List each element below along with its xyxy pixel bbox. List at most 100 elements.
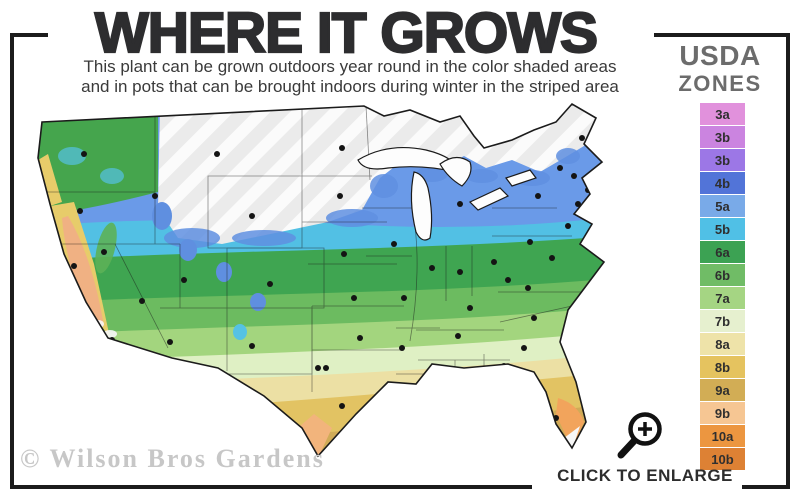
city-dot (457, 201, 463, 207)
city-dot (339, 403, 345, 409)
legend-zone-label: 6b (714, 267, 731, 283)
city-dot (139, 298, 145, 304)
legend-zone-label: 8a (715, 336, 730, 352)
enlarge-label[interactable]: CLICK TO ENLARGE (557, 466, 733, 485)
subtitle-line-1: This plant can be grown outdoors year ro… (83, 57, 617, 76)
legend-zone-cell: 7b (700, 310, 745, 332)
legend-zone-cell: 10b (700, 448, 745, 470)
city-dot (579, 135, 585, 141)
legend-zone-cell: 8a (700, 333, 745, 355)
usda-zones-us-map (37, 102, 606, 458)
legend-zone-cell: 5b (700, 218, 745, 240)
great-lakes (357, 146, 537, 241)
page-title: WHERE IT GROWS (94, 0, 599, 66)
city-dot (399, 345, 405, 351)
city-dot (407, 385, 413, 391)
city-dot (351, 295, 357, 301)
city-dot (441, 369, 447, 375)
rockies-blue-patches (152, 202, 266, 340)
sierra-green-patch (95, 222, 117, 274)
usda-label: USDA (679, 40, 761, 71)
legend-zone-label: 3b (714, 152, 731, 168)
city-dot (505, 277, 511, 283)
city-dot (152, 193, 158, 199)
legend-zone-cell: 3a (700, 103, 745, 125)
city-dot (181, 277, 187, 283)
city-dot (267, 281, 273, 287)
legend-zone-label: 4b (714, 175, 731, 191)
city-dot (357, 335, 363, 341)
legend-zone-label: 7b (714, 313, 731, 329)
city-dots (71, 135, 591, 421)
zones-label: ZONES (678, 71, 762, 96)
usda-zones-heading: USDA ZONES (652, 42, 788, 95)
enlarge-button[interactable]: CLICK TO ENLARGE (540, 402, 750, 488)
pnw-green-overlay (38, 110, 158, 214)
legend-zone-label: 10b (711, 451, 734, 467)
city-dot (81, 151, 87, 157)
city-dot (429, 265, 435, 271)
south-florida-orange-patch (556, 398, 584, 448)
watermark: © Wilson Bros Gardens (20, 444, 325, 473)
frame-border-left (10, 33, 14, 489)
city-dot (565, 223, 571, 229)
legend-zone-cell: 10a (700, 425, 745, 447)
subtitle-line-2: and in pots that can be brought indoors … (81, 77, 619, 96)
legend-zone-cell: 3b (700, 126, 745, 148)
city-dot (391, 241, 397, 247)
california-peach-valley (62, 216, 104, 326)
subtitle: This plant can be grown outdoors year ro… (0, 57, 700, 97)
city-dot (101, 249, 107, 255)
legend-zone-cell: 4b (700, 172, 745, 194)
legend-zone-label: 3b (714, 129, 731, 145)
legend-zone-label: 6a (715, 244, 730, 260)
legend-zone-cell: 3b (700, 149, 745, 171)
city-dot (457, 269, 463, 275)
legend-zone-cell: 9b (700, 402, 745, 424)
city-dot (575, 201, 581, 207)
city-dot (214, 151, 220, 157)
south-texas-peach-patch (300, 414, 332, 456)
city-dot (521, 345, 527, 351)
legend-zone-label: 5b (714, 221, 731, 237)
lake-michigan (410, 171, 433, 241)
lake-huron (439, 156, 472, 187)
city-dot (167, 339, 173, 345)
city-dot (341, 251, 347, 257)
frame-border-right (786, 33, 790, 489)
city-dot (557, 165, 563, 171)
legend-zone-cell: 9a (700, 379, 745, 401)
city-dot (527, 239, 533, 245)
city-dot (467, 305, 473, 311)
city-dot (549, 255, 555, 261)
legend-zone-label: 9a (715, 382, 730, 398)
city-dot (491, 259, 497, 265)
frame-border-top-left-segment (10, 33, 48, 37)
legend-zone-label: 3a (715, 106, 730, 122)
legend-zone-cell: 6a (700, 241, 745, 263)
city-dot (571, 173, 577, 179)
frame-border-bottom-right-segment (742, 485, 790, 489)
lake-erie (468, 187, 510, 211)
city-dot (535, 193, 541, 199)
city-dot (339, 145, 345, 151)
city-dot (315, 365, 321, 371)
legend-zone-cell: 8b (700, 356, 745, 378)
legend-zone-cell: 7a (700, 287, 745, 309)
legend-zone-cell: 5a (700, 195, 745, 217)
city-dot (249, 213, 255, 219)
city-dot (401, 295, 407, 301)
city-dot (455, 333, 461, 339)
magnifier-zoom-in-icon[interactable] (612, 402, 672, 464)
city-dot (249, 343, 255, 349)
legend-zone-label: 8b (714, 359, 731, 375)
city-dot (531, 315, 537, 321)
city-dot (323, 365, 329, 371)
legend-zone-label: 9b (714, 405, 731, 421)
pnw-cyan-patch (58, 147, 86, 165)
legend-zone-label: 10a (711, 428, 734, 444)
state-borders (38, 105, 587, 394)
city-dot (77, 208, 83, 214)
city-dot (337, 193, 343, 199)
